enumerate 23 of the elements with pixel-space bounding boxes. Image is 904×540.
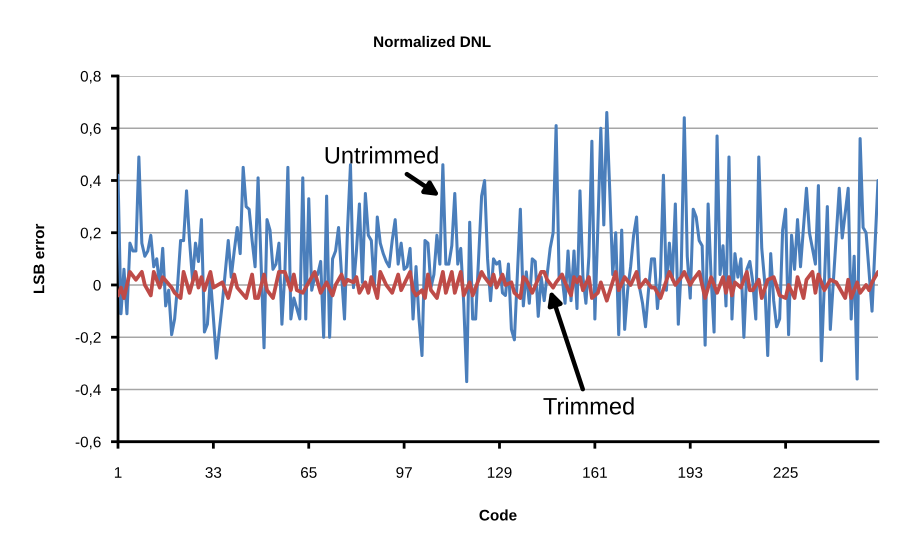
x-tick-label: 97	[396, 467, 412, 478]
y-tick-label: 0,2	[80, 228, 101, 240]
line-series	[118, 111, 878, 384]
y-tick-label: -0,4	[76, 384, 101, 397]
y-tick-label: -0,6	[76, 436, 101, 450]
annotation: Untrimmed	[326, 146, 438, 164]
x-tick-label: 33	[205, 467, 222, 478]
chart-title: Normalized DNL	[374, 36, 491, 48]
annotation: Trimmed	[543, 397, 634, 415]
x-tick-label: 129	[488, 467, 512, 478]
y-tick-label: 0	[93, 280, 101, 291]
y-tick-label: 0,8	[80, 70, 101, 84]
x-tick-label: 225	[774, 467, 798, 478]
x-tick-label: 161	[583, 467, 607, 478]
y-tick-label: -0,2	[76, 332, 101, 345]
x-axis-title: Code	[480, 509, 517, 521]
x-tick-label: 1	[114, 467, 122, 478]
y-tick-label: 0,4	[80, 175, 101, 188]
x-tick-label: 65	[301, 467, 317, 478]
x-tick-label: 193	[678, 467, 702, 478]
y-tick-label: 0,6	[80, 123, 101, 136]
y-axis-title: LSB error	[33, 224, 44, 294]
line-series	[118, 270, 878, 303]
